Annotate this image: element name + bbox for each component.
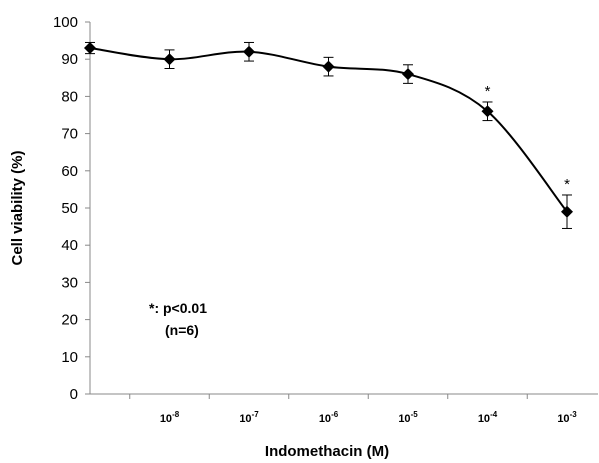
x-tick-label: 10-4 xyxy=(478,410,498,425)
x-tick-label: 10-7 xyxy=(239,410,259,425)
data-point xyxy=(402,64,414,84)
series-layer: ** xyxy=(84,41,573,229)
data-point: * xyxy=(481,83,494,122)
significance-note: *: p<0.01 xyxy=(149,300,207,316)
y-tick-label: 60 xyxy=(61,163,78,180)
data-point xyxy=(163,49,176,69)
y-tick-label: 40 xyxy=(61,237,78,254)
y-tick-label: 10 xyxy=(61,349,78,366)
y-tick-label: 100 xyxy=(53,14,78,31)
axes xyxy=(89,22,598,395)
y-tick-label: 30 xyxy=(61,274,78,291)
diamond-marker xyxy=(243,45,255,58)
data-point: * xyxy=(561,176,573,229)
x-tick-label: 10-6 xyxy=(319,410,339,425)
data-point xyxy=(243,41,255,62)
x-tick-label: 10-3 xyxy=(557,410,577,425)
y-tick-label: 80 xyxy=(61,88,78,105)
x-axis-label: Indomethacin (M) xyxy=(265,443,389,460)
diamond-marker xyxy=(561,205,573,218)
diamond-marker xyxy=(402,68,414,81)
diamond-marker xyxy=(84,42,96,55)
x-axis-ticks: 10-8 10-7 10-6 10-5 10-4 10-3 xyxy=(129,394,577,425)
y-tick-label: 0 xyxy=(70,386,78,403)
data-point xyxy=(322,56,335,77)
y-axis-label: Cell viability (%) xyxy=(9,150,26,265)
diamond-marker xyxy=(481,105,494,118)
x-tick-label: 10-5 xyxy=(398,410,418,425)
y-tick-label: 50 xyxy=(61,200,78,217)
diamond-marker xyxy=(163,53,176,66)
significance-star: * xyxy=(564,176,570,193)
sample-size-note: (n=6) xyxy=(165,322,199,338)
y-tick-label: 20 xyxy=(61,312,78,329)
data-point xyxy=(84,41,96,55)
x-tick-label: 10-8 xyxy=(160,410,180,425)
y-axis-ticks: 0 10 20 30 40 50 60 70 80 90 100 xyxy=(53,14,90,403)
y-tick-label: 90 xyxy=(61,51,78,68)
y-tick-label: 70 xyxy=(61,126,78,143)
diamond-marker xyxy=(322,60,335,73)
significance-star: * xyxy=(485,83,491,100)
